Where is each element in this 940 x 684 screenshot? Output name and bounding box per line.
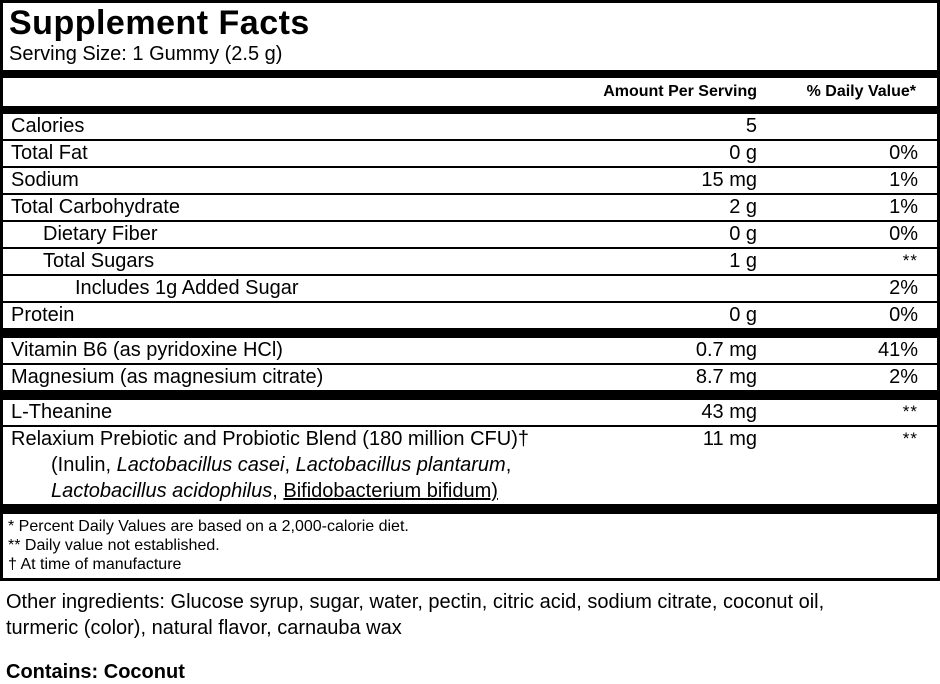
serving-size: Serving Size: 1 Gummy (2.5 g)	[9, 43, 283, 65]
nutrient-amount: 8.7 mg	[695, 366, 757, 388]
nutrient-amount: 0 g	[729, 304, 757, 326]
nutrient-row: L-Theanine 43 mg **	[3, 400, 937, 427]
nutrient-row: Calories 5	[3, 114, 937, 141]
nutrient-row: Sodium 15 mg 1%	[3, 168, 937, 195]
column-header-row: Amount Per Serving % Daily Value*	[3, 78, 937, 106]
col-header-amount: Amount Per Serving	[603, 83, 757, 100]
nutrient-name: Total Sugars	[43, 250, 155, 272]
nutrient-rows: Calories 5 Total Fat 0 g 0% Sodium 15 mg 1% Tota…	[3, 114, 937, 514]
nutrient-amount: 1 g	[729, 250, 757, 272]
col-header-dv: % Daily Value*	[806, 83, 916, 100]
nutrient-amount: 15 mg	[701, 169, 757, 191]
nutrient-daily-value: **	[902, 402, 918, 421]
nutrient-name: L-Theanine	[11, 401, 113, 423]
nutrient-name: Total Carbohydrate	[11, 196, 180, 218]
blend-component: (Inulin,	[51, 454, 117, 476]
blend-component: ,	[284, 454, 296, 476]
blend-component: Bifidobacterium bifidum)	[283, 480, 498, 502]
footnote-line: † At time of manufacture	[8, 556, 182, 573]
blend-components-line: (Inulin, Lactobacillus casei, Lactobacil…	[3, 452, 937, 478]
nutrient-row: Total Carbohydrate 2 g 1%	[3, 195, 937, 222]
nutrient-amount: 43 mg	[701, 401, 757, 423]
nutrient-daily-value: **	[902, 251, 918, 270]
blend-component: Lactobacillus plantarum	[295, 454, 506, 476]
nutrient-row: Total Fat 0 g 0%	[3, 141, 937, 168]
nutrient-amount: 5	[745, 115, 757, 137]
other-ingredients: Other ingredients: Glucose syrup, sugar,…	[6, 589, 932, 641]
nutrient-daily-value: 2%	[889, 277, 918, 299]
section-divider-bar	[3, 390, 937, 400]
nutrient-daily-value: **	[902, 429, 918, 448]
nutrient-daily-value: 0%	[889, 223, 918, 245]
nutrient-amount: 0.7 mg	[695, 339, 757, 361]
nutrient-name: Protein	[11, 304, 75, 326]
nutrient-name: Sodium	[11, 169, 79, 191]
nutrient-row: Relaxium Prebiotic and Probiotic Blend (…	[3, 427, 937, 504]
nutrient-row: Magnesium (as magnesium citrate) 8.7 mg 2%	[3, 365, 937, 390]
blend-components-line: Lactobacillus acidophilus, Bifidobacteri…	[3, 478, 937, 504]
nutrient-daily-value: 1%	[889, 196, 918, 218]
other-ingredients-line: Other ingredients: Glucose syrup, sugar,…	[6, 591, 825, 613]
nutrient-name: Total Fat	[11, 142, 88, 164]
divider-bar-top	[3, 70, 937, 78]
nutrient-name: Dietary Fiber	[43, 223, 158, 245]
nutrient-daily-value: 2%	[889, 366, 918, 388]
supplement-facts-panel: Supplement Facts Serving Size: 1 Gummy (…	[0, 0, 940, 581]
nutrient-row: Includes 1g Added Sugar 2%	[3, 276, 937, 303]
nutrient-row: Total Sugars 1 g **	[3, 249, 937, 276]
nutrient-name: Includes 1g Added Sugar	[75, 277, 299, 299]
section-divider-bar	[3, 504, 937, 514]
footnote-line: * Percent Daily Values are based on a 2,…	[8, 518, 409, 535]
nutrient-amount: 0 g	[729, 142, 757, 164]
footnotes: * Percent Daily Values are based on a 2,…	[3, 514, 937, 578]
nutrient-name: Calories	[11, 115, 85, 137]
blend-component: Lactobacillus acidophilus	[51, 480, 273, 502]
section-divider-bar	[3, 328, 937, 338]
nutrient-amount: 0 g	[729, 223, 757, 245]
blend-component: Lactobacillus casei	[116, 454, 285, 476]
nutrient-name: Relaxium Prebiotic and Probiotic Blend (…	[11, 428, 529, 450]
nutrient-daily-value: 1%	[889, 169, 918, 191]
nutrient-row: Dietary Fiber 0 g 0%	[3, 222, 937, 249]
blend-component: ,	[505, 454, 512, 476]
divider-bar-header	[3, 106, 937, 114]
nutrient-amount: 11 mg	[702, 428, 757, 450]
nutrient-name: Magnesium (as magnesium citrate)	[11, 366, 324, 388]
nutrient-daily-value: 0%	[889, 304, 918, 326]
nutrient-daily-value: 0%	[889, 142, 918, 164]
other-ingredients-line: turmeric (color), natural flavor, carnau…	[6, 617, 402, 639]
nutrient-amount: 2 g	[729, 196, 757, 218]
footnote-line: ** Daily value not established.	[8, 537, 220, 554]
nutrient-row: Vitamin B6 (as pyridoxine HCl) 0.7 mg 41%	[3, 338, 937, 365]
panel-title: Supplement Facts	[9, 4, 310, 42]
nutrient-daily-value: 41%	[877, 339, 918, 361]
blend-component: ,	[272, 480, 284, 502]
nutrient-name: Vitamin B6 (as pyridoxine HCl)	[11, 339, 283, 361]
nutrient-row: Protein 0 g 0%	[3, 303, 937, 328]
